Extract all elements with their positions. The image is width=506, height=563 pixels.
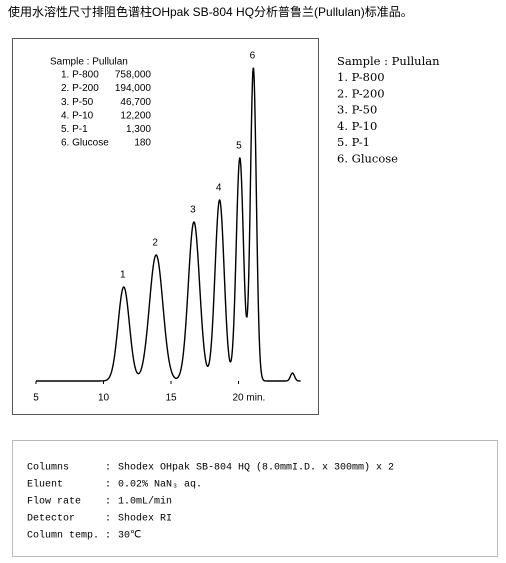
x-tick-label: 20 min. <box>233 393 266 404</box>
condition-value: 1.0mL/min <box>118 496 172 508</box>
condition-label: Detector <box>27 514 75 525</box>
chromatogram-trace <box>272 372 301 382</box>
side-legend-item: 5. P-1 <box>337 135 370 149</box>
x-tick-label: 5 <box>33 393 39 404</box>
chromatogram-trace <box>139 254 176 379</box>
condition-label: Eluent <box>27 479 63 491</box>
inset-mw: 194,000 <box>115 83 152 94</box>
chromatogram-trace <box>36 286 141 382</box>
conditions-frame <box>12 440 498 557</box>
inset-mw: 758,000 <box>115 70 152 81</box>
side-legend-item: 1. P-800 <box>337 70 385 84</box>
inset-name: 4. P-10 <box>61 110 94 121</box>
side-legend-title: Sample : Pullulan <box>337 54 440 68</box>
chromatogram-trace <box>229 157 248 363</box>
inset-title: Sample : Pullulan <box>50 57 128 68</box>
condition-label: Flow rate <box>27 496 81 508</box>
condition-value: Shodex OHpak SB-804 HQ (8.0mmI.D. x 300m… <box>118 462 394 474</box>
condition-separator: : <box>105 531 111 542</box>
peak-label: 2 <box>152 238 158 249</box>
chart-frame <box>12 38 319 415</box>
condition-label: Columns <box>27 462 69 474</box>
side-legend-item: 4. P-10 <box>337 119 377 133</box>
condition-value: Shodex RI <box>118 513 172 525</box>
condition-separator: : <box>105 480 111 491</box>
inset-name: 5. P-1 <box>61 124 88 135</box>
condition-value: 0.02% NaN₃ aq. <box>118 480 202 491</box>
inset-name: 1. P-800 <box>61 70 99 81</box>
inset-mw: 46,700 <box>120 97 151 108</box>
x-tick-label: 10 <box>98 393 110 404</box>
page-title: 使用水溶性尺寸排阻色谱柱OHpak SB-804 HQ分析普鲁兰(Pullula… <box>8 4 413 19</box>
inset-name: 3. P-50 <box>61 97 94 108</box>
side-legend-item: 3. P-50 <box>337 103 377 117</box>
inset-mw: 1,300 <box>126 124 151 135</box>
side-legend-item: 2. P-200 <box>337 86 385 100</box>
chromatogram-trace <box>246 67 273 382</box>
inset-mw: 180 <box>134 138 151 149</box>
peak-label: 6 <box>250 50 256 61</box>
inset-mw: 12,200 <box>120 110 151 121</box>
peak-label: 1 <box>120 270 126 281</box>
condition-label: Column temp. <box>27 530 99 542</box>
condition-separator: : <box>105 463 111 474</box>
condition-separator: : <box>105 514 111 525</box>
chromatogram-trace <box>174 221 208 379</box>
peak-label: 3 <box>190 205 196 216</box>
side-legend-item: 6. Glucose <box>337 152 398 166</box>
condition-value: 30℃ <box>118 531 141 542</box>
inset-name: 2. P-200 <box>61 83 99 94</box>
condition-separator: : <box>105 497 111 508</box>
peak-label: 5 <box>236 141 242 152</box>
inset-name: 6. Glucose <box>61 138 109 149</box>
x-tick-label: 15 <box>165 393 177 404</box>
peak-label: 4 <box>216 183 222 194</box>
chromatogram-trace <box>206 199 231 367</box>
